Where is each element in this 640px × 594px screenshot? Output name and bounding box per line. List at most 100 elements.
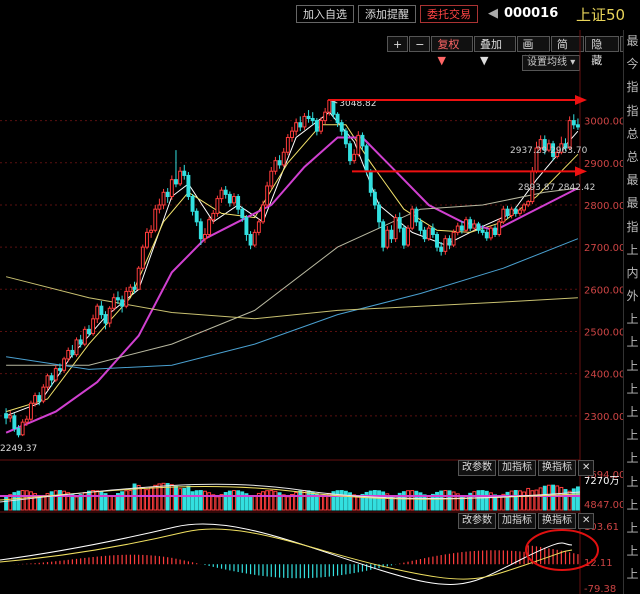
ma-settings-button[interactable]: 设置均线 ▾ <box>522 55 581 71</box>
sidebar-item: 最 <box>626 173 639 188</box>
hide-button[interactable]: 隐藏 <box>585 36 619 67</box>
candle-body <box>447 238 452 246</box>
candle-body <box>368 170 373 193</box>
candle-body <box>265 185 270 206</box>
candle-body <box>248 233 253 246</box>
candle-body <box>522 204 527 211</box>
candle-body <box>165 191 170 198</box>
volume-bar <box>493 494 498 511</box>
volume-bar <box>435 491 439 511</box>
trade-button[interactable]: 委托交易 <box>420 5 478 23</box>
candle-body <box>542 139 547 151</box>
add-watchlist-button[interactable]: 加入自选 <box>296 5 354 23</box>
volume-bar <box>447 490 452 511</box>
volume-bar <box>273 490 278 511</box>
volume-bar <box>443 490 448 511</box>
annotation-label: 2937.29 2963.70 <box>510 146 588 156</box>
candle-body <box>484 231 489 239</box>
switch-indicator-button[interactable]: 换指标 <box>538 460 576 476</box>
volume-bar <box>484 490 489 511</box>
highlight-circle <box>525 529 599 571</box>
adjust-button[interactable]: 复权 ▼ <box>431 36 473 67</box>
volume-bar <box>124 490 129 511</box>
volume-bar <box>538 487 543 511</box>
volume-bar <box>534 489 539 511</box>
close-icon[interactable]: ✕ <box>578 460 595 476</box>
candle-body <box>66 349 71 360</box>
volume-bar <box>24 490 29 511</box>
sidebar-item: 上 <box>626 451 639 466</box>
sidebar-item: 上 <box>626 312 639 327</box>
candle-body <box>194 210 199 223</box>
overlay-button[interactable]: 叠加 ▼ <box>473 36 516 67</box>
volume-bar <box>381 491 386 511</box>
candle-body <box>24 418 29 423</box>
zoom-out-button[interactable]: − <box>409 36 431 52</box>
candle-body <box>20 421 25 436</box>
switch-indicator-button[interactable]: 换指标 <box>538 513 576 529</box>
volume-bar <box>28 491 33 511</box>
add-alert-button[interactable]: 添加提醒 <box>358 5 416 23</box>
volume-bar <box>517 490 522 511</box>
add-indicator-button[interactable]: 加指标 <box>498 513 536 529</box>
sidebar-item: 上 <box>626 428 639 443</box>
red-arrow-head <box>575 95 587 106</box>
candle-body <box>232 196 236 204</box>
volume-bar <box>377 490 381 511</box>
volume-bar <box>368 490 373 511</box>
ma-line <box>6 187 578 366</box>
candle-body <box>335 113 340 124</box>
close-icon[interactable]: ✕ <box>578 513 595 529</box>
volume-bar <box>99 491 104 511</box>
volume-bar <box>70 494 75 511</box>
dif-line <box>0 523 573 585</box>
red-arrow-head <box>575 166 587 177</box>
candle-body <box>132 286 137 290</box>
candle-body <box>145 231 149 248</box>
volume-bar <box>430 493 435 511</box>
y-tick-label: 2900.00 <box>584 159 623 170</box>
sidebar-item: 内 <box>626 265 639 280</box>
volume-bar <box>198 490 203 511</box>
volume-bar <box>294 491 299 511</box>
add-indicator-button[interactable]: 加指标 <box>498 460 536 476</box>
volume-bar <box>86 490 91 511</box>
change-params-button[interactable]: 改参数 <box>458 460 496 476</box>
candle-body <box>128 286 133 292</box>
volume-bar <box>555 485 560 511</box>
sidebar-item: 今 <box>626 57 639 72</box>
change-params-button[interactable]: 改参数 <box>458 513 496 529</box>
volume-bar <box>571 488 576 511</box>
prev-arrow-icon[interactable]: ◀ <box>488 6 498 21</box>
volume-bar <box>319 495 323 511</box>
volume-tick-label: 9694.00 <box>584 470 623 481</box>
candle-body <box>327 99 332 113</box>
candle-body <box>236 196 241 210</box>
volume-bar <box>455 493 460 511</box>
candle-body <box>567 120 572 149</box>
macd-tick-label: -79.38 <box>584 584 616 594</box>
volume-bar <box>356 496 361 511</box>
volume-bar <box>277 492 282 511</box>
candle-body <box>41 386 46 402</box>
volume-bar <box>169 484 174 511</box>
volume-bar <box>261 491 265 511</box>
candle-body <box>393 217 398 240</box>
candle-body <box>140 246 145 269</box>
volume-bar <box>78 494 83 511</box>
volume-bar <box>397 492 402 511</box>
candle-body <box>571 120 576 126</box>
volume-bar <box>488 492 493 511</box>
candle-body <box>488 227 493 239</box>
volume-bar <box>339 490 344 511</box>
sidebar-item: 外 <box>626 289 639 304</box>
candle-body <box>178 170 183 185</box>
volume-bar <box>385 493 390 511</box>
volume-bar <box>418 492 423 511</box>
zoom-in-button[interactable]: + <box>387 36 409 52</box>
candle-body <box>161 191 166 206</box>
sidebar-item: 总 <box>626 149 639 164</box>
candle-body <box>430 227 435 235</box>
volume-bar <box>509 490 514 511</box>
volume-bar <box>551 484 556 511</box>
